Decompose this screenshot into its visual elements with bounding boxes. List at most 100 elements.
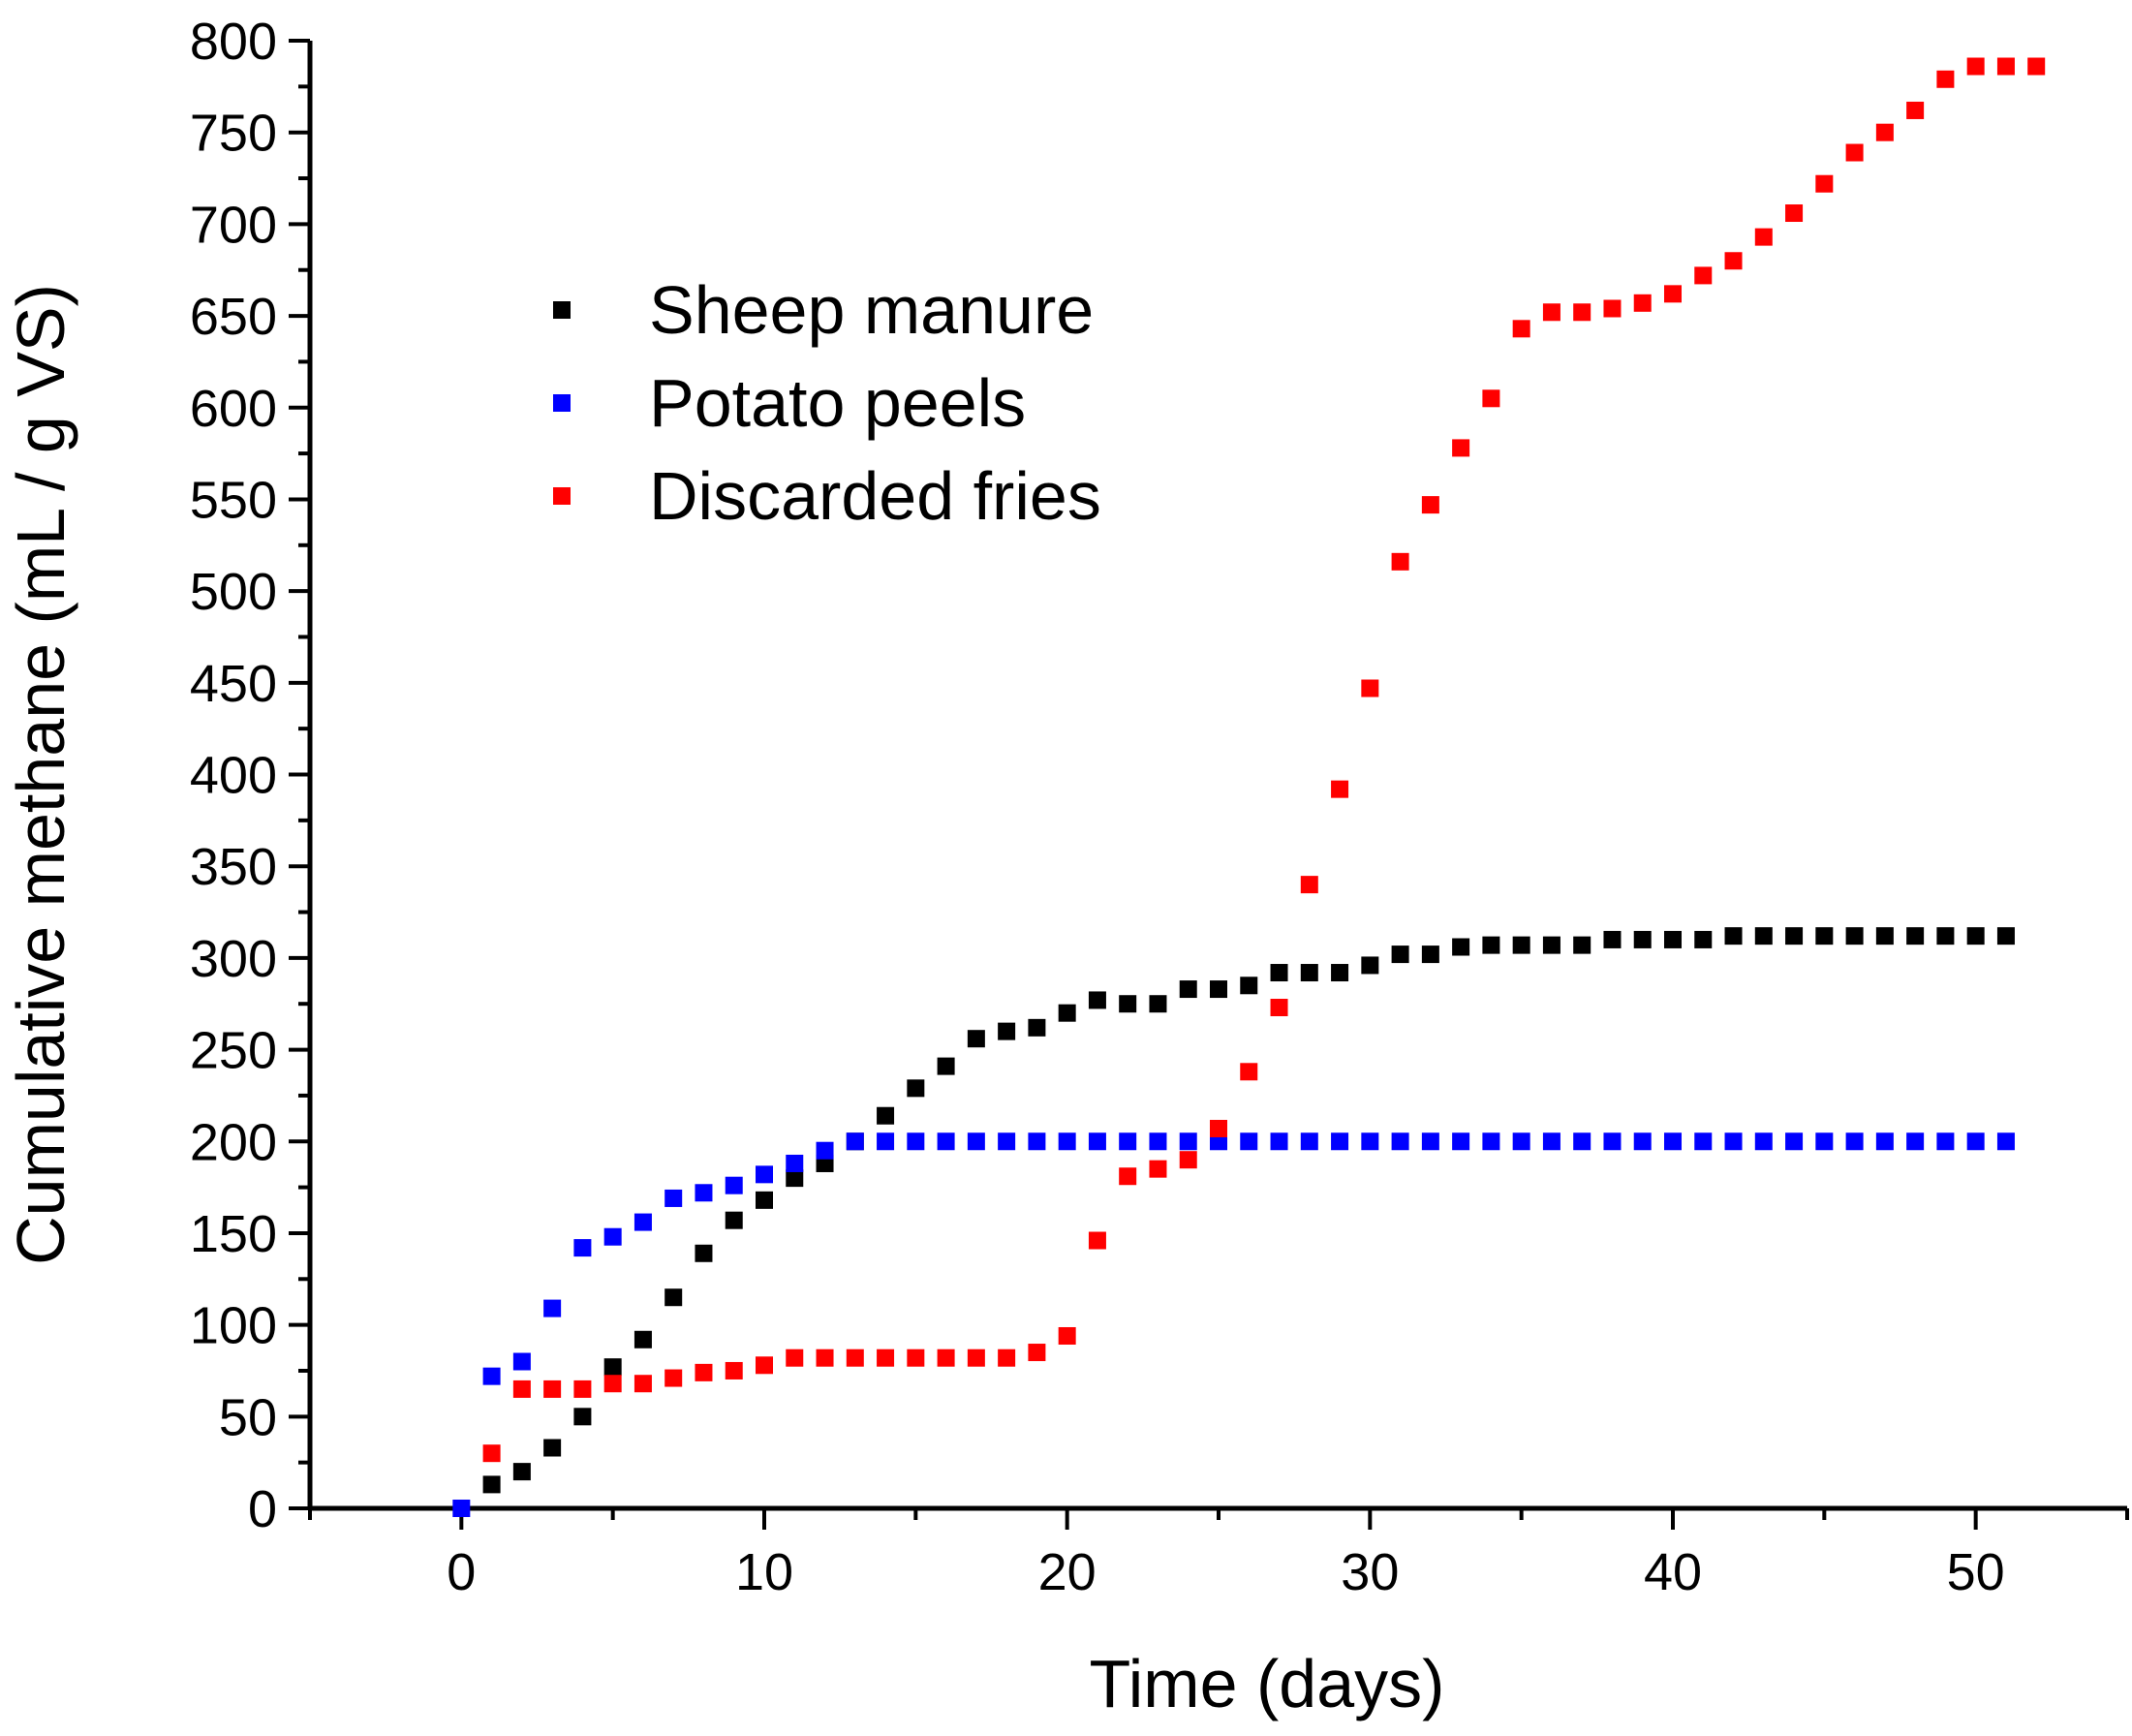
data-point <box>1119 1167 1137 1186</box>
data-point <box>937 1057 955 1075</box>
data-point <box>877 1348 895 1367</box>
data-point <box>998 1132 1016 1151</box>
data-point <box>1996 57 2015 76</box>
data-point <box>1815 927 1834 946</box>
data-point <box>725 1176 743 1194</box>
data-point <box>1906 927 1925 946</box>
data-point <box>1573 303 1591 322</box>
data-point <box>1361 956 1379 975</box>
data-point <box>482 1444 501 1463</box>
data-point <box>1331 1132 1349 1151</box>
data-point <box>1815 174 1834 193</box>
data-point <box>907 1079 925 1098</box>
legend-marker <box>553 487 571 505</box>
data-point <box>1966 927 1985 946</box>
data-point <box>756 1356 773 1375</box>
data-point <box>877 1106 895 1125</box>
data-point <box>1028 1132 1046 1151</box>
data-point <box>1119 1132 1137 1151</box>
data-point <box>664 1189 683 1207</box>
data-point <box>1996 1132 2015 1151</box>
data-point <box>2027 57 2046 76</box>
data-point <box>967 1132 985 1151</box>
data-point <box>512 1463 531 1481</box>
data-point <box>1664 1132 1682 1151</box>
data-point <box>1240 1132 1258 1151</box>
data-point <box>512 1352 531 1371</box>
data-point <box>1936 1132 1955 1151</box>
data-point <box>1966 57 1985 76</box>
data-point <box>1966 1132 1985 1151</box>
data-point <box>1240 1063 1258 1081</box>
data-point <box>1633 930 1652 948</box>
data-point <box>786 1154 804 1172</box>
data-point <box>967 1348 985 1367</box>
data-point <box>1785 927 1804 946</box>
data-point <box>1300 964 1318 982</box>
data-point <box>482 1367 501 1385</box>
data-point <box>603 1375 622 1393</box>
data-point <box>725 1211 743 1229</box>
data-point <box>756 1165 773 1184</box>
data-point <box>482 1475 501 1494</box>
data-point <box>1210 1119 1227 1137</box>
data-point <box>1088 991 1106 1009</box>
x-tick-label: 20 <box>1038 1543 1097 1601</box>
data-point <box>1391 1132 1409 1151</box>
data-point <box>998 1348 1016 1367</box>
data-point <box>1512 936 1530 954</box>
data-point <box>1845 927 1864 946</box>
data-point <box>1785 204 1804 223</box>
data-point <box>846 1132 864 1151</box>
data-point <box>1452 1132 1470 1151</box>
data-point <box>1724 252 1743 270</box>
data-point <box>1421 1132 1439 1151</box>
data-point <box>1361 679 1379 698</box>
data-point <box>1785 1132 1804 1151</box>
data-point <box>543 1439 562 1457</box>
data-point <box>1633 1132 1652 1151</box>
data-point <box>1482 936 1500 954</box>
data-point <box>1754 927 1773 946</box>
data-point <box>756 1191 773 1209</box>
data-point <box>633 1213 652 1231</box>
data-point <box>512 1380 531 1398</box>
data-point <box>1058 1326 1076 1345</box>
data-point <box>1542 936 1560 954</box>
data-point <box>1603 1132 1622 1151</box>
y-tick-label: 800 <box>190 13 277 71</box>
data-point <box>1179 1132 1197 1151</box>
data-point <box>1331 964 1349 982</box>
data-point <box>1210 980 1227 999</box>
x-tick-label: 40 <box>1644 1543 1702 1601</box>
data-point <box>1270 1132 1288 1151</box>
data-point <box>1694 930 1713 948</box>
data-point <box>1754 228 1773 246</box>
data-point <box>1875 123 1894 141</box>
y-tick-label: 50 <box>219 1388 277 1446</box>
data-point <box>695 1244 713 1262</box>
data-point <box>1724 1132 1743 1151</box>
x-tick-label: 10 <box>735 1543 793 1601</box>
data-point <box>452 1500 471 1517</box>
data-point <box>664 1369 683 1387</box>
y-tick-label: 200 <box>190 1113 277 1171</box>
y-tick-label: 600 <box>190 380 277 438</box>
data-point <box>1149 995 1167 1013</box>
data-point <box>816 1348 834 1367</box>
data-point <box>1603 930 1622 948</box>
data-point <box>1149 1132 1167 1151</box>
data-point <box>1119 995 1137 1013</box>
data-point <box>1028 1018 1046 1037</box>
data-point <box>1270 999 1288 1017</box>
data-point <box>1694 1132 1713 1151</box>
data-point <box>907 1132 925 1151</box>
data-point <box>1270 964 1288 982</box>
axes: 0501001502002503003504004505005506006507… <box>190 13 2129 1601</box>
series-discarded-fries <box>482 57 2046 1463</box>
data-point <box>1179 980 1197 999</box>
data-point <box>1542 1132 1560 1151</box>
data-point <box>1664 285 1682 303</box>
data-point <box>1452 938 1470 956</box>
